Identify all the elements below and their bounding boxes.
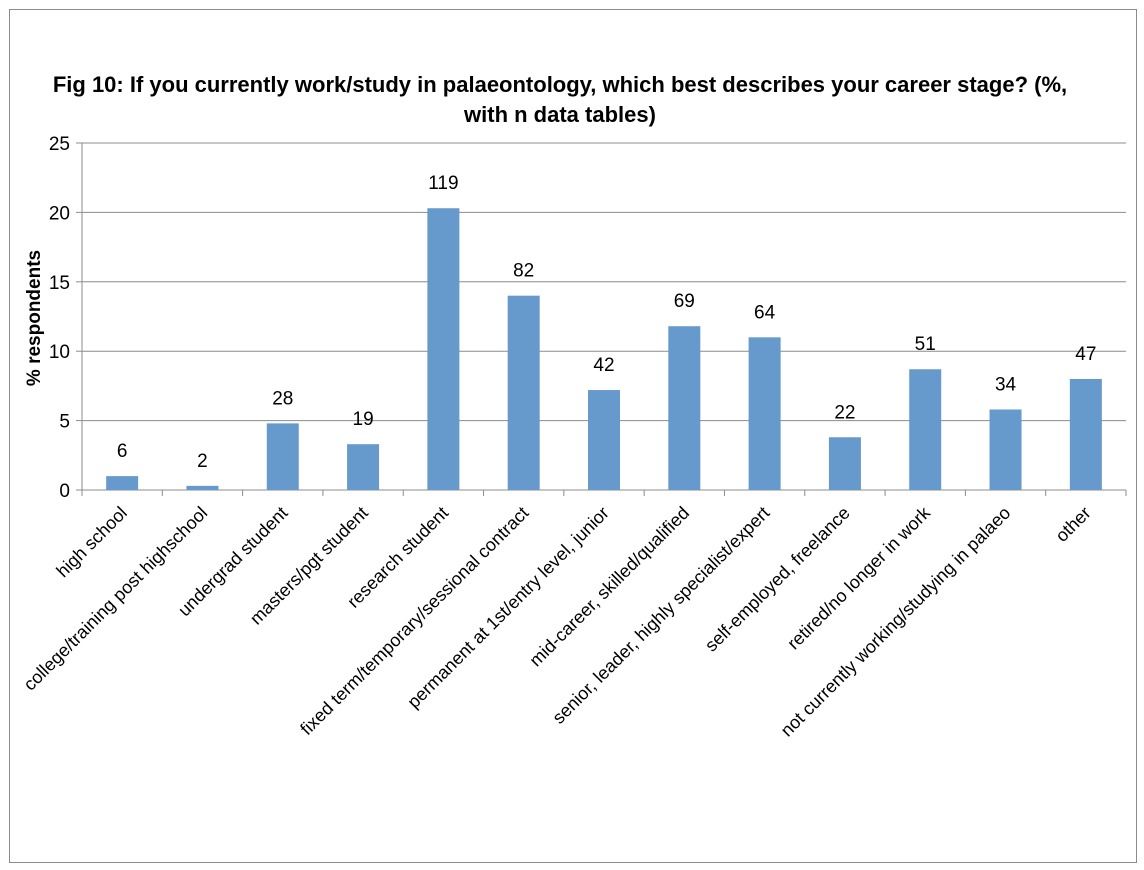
bar: [588, 390, 620, 490]
data-labels: 6 2 28 19 119 82 42 69 64 22 51 34 47: [117, 173, 1097, 472]
y-tick-label: 20: [49, 203, 70, 224]
data-label: 42: [593, 355, 614, 376]
category-label: other: [1052, 503, 1095, 546]
bar: [828, 437, 861, 490]
y-tick-labels: 0 5 10 15 20 25: [49, 134, 70, 502]
bar: [1069, 378, 1102, 490]
gridlines: [82, 142, 1126, 422]
bars: [106, 208, 1102, 490]
data-label: 19: [353, 409, 374, 430]
bar: [507, 295, 540, 490]
y-tick-label: 5: [59, 412, 70, 433]
bar: [347, 444, 380, 490]
category-label: retired/no longer in work: [783, 502, 934, 653]
bar: [427, 208, 460, 490]
chart-frame: [9, 9, 1137, 863]
data-label: 34: [995, 374, 1017, 395]
bar: [668, 326, 701, 490]
data-label: 6: [117, 441, 128, 462]
bar: [266, 423, 299, 490]
y-tick-label: 25: [49, 134, 70, 155]
data-label: 119: [428, 173, 458, 194]
data-label: 28: [272, 388, 293, 409]
chart-title: Fig 10: If you currently work/study in p…: [52, 72, 1068, 127]
category-label: self-employed, freelance: [701, 503, 854, 656]
y-axis-title: % respondents: [24, 250, 45, 386]
y-tick-label: 10: [49, 342, 70, 363]
data-label: 51: [915, 334, 936, 355]
data-label: 2: [197, 451, 208, 472]
bar: [748, 337, 781, 490]
data-label: 22: [834, 402, 855, 423]
category-label: high school: [52, 503, 131, 582]
y-tick-label: 15: [49, 273, 70, 294]
category-label: mid-career, skilled/qualified: [525, 503, 693, 671]
bar: [186, 485, 219, 490]
data-label: 69: [674, 291, 695, 312]
y-tick-label: 0: [59, 481, 70, 502]
bar: [106, 476, 139, 490]
bar: [989, 409, 1022, 490]
data-label: 82: [513, 261, 534, 282]
bar: [909, 369, 942, 490]
data-label: 47: [1075, 344, 1096, 365]
data-label: 64: [754, 302, 776, 323]
